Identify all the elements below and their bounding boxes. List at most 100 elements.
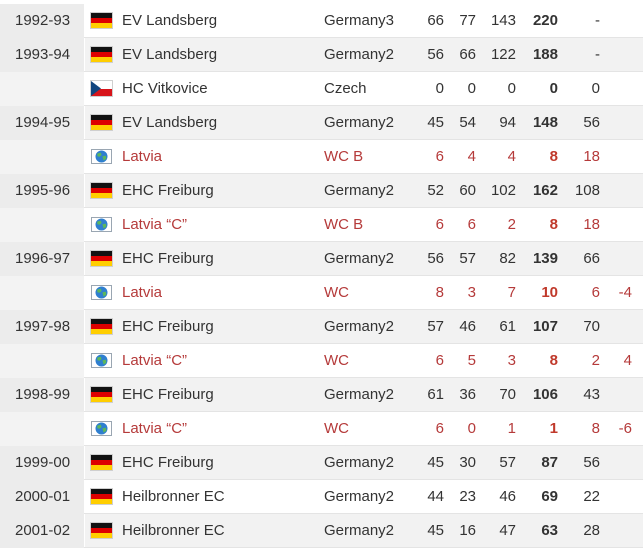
season-cell: 1992-93 [0, 4, 85, 38]
season-cell: 1993-94 [0, 38, 85, 72]
team-link[interactable]: EHC Freiburg [122, 386, 214, 403]
goals: 0 [467, 80, 476, 97]
season-cell: 1996-97 [0, 242, 85, 276]
germany-flag-icon [90, 454, 113, 471]
plus-minus: -4 [618, 284, 632, 301]
penalty-minutes: 18 [583, 216, 600, 233]
league-link[interactable]: WC [324, 420, 349, 437]
total-points: 0 [549, 80, 558, 97]
games-played: 6 [435, 352, 444, 369]
season-label[interactable]: 1998-99 [15, 386, 71, 403]
goals: 46 [459, 318, 476, 335]
season-label[interactable]: 1993-94 [15, 46, 71, 63]
germany-flag-icon [90, 522, 113, 539]
games-played: 6 [435, 420, 444, 437]
penalty-minutes: - [595, 46, 600, 63]
row-divider [84, 241, 643, 242]
team-link[interactable]: Latvia [122, 284, 163, 301]
season-label[interactable]: 1999-00 [15, 454, 71, 471]
table-row: 1998-99 EHC Freiburg Germany2 61 36 70 106 43 [0, 378, 643, 412]
assists: 70 [499, 386, 516, 403]
goals: 23 [459, 488, 476, 505]
season-cell: 1995-96 [0, 174, 85, 208]
table-row: 1994-95 EV Landsberg Germany2 45 54 94 148 56 [0, 106, 643, 140]
table-row: Latvia “C” WC 6 5 3 8 2 4 [0, 344, 643, 378]
plus-minus: 4 [623, 352, 632, 369]
team-link[interactable]: Heilbronner EC [122, 488, 225, 505]
league-link[interactable]: WC B [324, 216, 364, 233]
team-link[interactable]: Latvia [122, 148, 163, 165]
goals: 3 [467, 284, 476, 301]
team-link[interactable]: Heilbronner EC [122, 522, 225, 539]
globe-icon [91, 285, 112, 300]
league-link[interactable]: Germany2 [324, 250, 395, 267]
row-divider [84, 139, 643, 140]
league-link[interactable]: Germany3 [324, 12, 395, 29]
total-points: 10 [541, 284, 558, 301]
team-link[interactable]: EHC Freiburg [122, 318, 214, 335]
league-link[interactable]: WC B [324, 148, 364, 165]
row-divider [84, 105, 643, 106]
league-link[interactable]: Germany2 [324, 46, 395, 63]
league-link[interactable]: Germany2 [324, 114, 395, 131]
team-link[interactable]: EV Landsberg [122, 114, 218, 131]
team-link[interactable]: EV Landsberg [122, 46, 218, 63]
league-link[interactable]: Germany2 [324, 182, 395, 199]
assists: 46 [499, 488, 516, 505]
season-label[interactable]: 2001-02 [15, 522, 71, 539]
games-played: 0 [435, 80, 444, 97]
league-link[interactable]: WC [324, 284, 349, 301]
goals: 77 [459, 12, 476, 29]
season-label[interactable]: 1995-96 [15, 182, 71, 199]
league-link[interactable]: Germany2 [324, 454, 395, 471]
team-link[interactable]: EHC Freiburg [122, 250, 214, 267]
season-label[interactable]: 1997-98 [15, 318, 71, 335]
league-link[interactable]: Germany2 [324, 318, 395, 335]
total-points: 148 [532, 114, 558, 131]
league-link[interactable]: Germany2 [324, 488, 395, 505]
games-played: 66 [427, 12, 444, 29]
row-divider [84, 377, 643, 378]
goals: 54 [459, 114, 476, 131]
goals: 66 [459, 46, 476, 63]
team-link[interactable]: Latvia “C” [122, 352, 188, 369]
table-row: Latvia “C” WC 6 0 1 1 8 -6 [0, 412, 643, 446]
assists: 143 [490, 12, 516, 29]
row-divider [84, 547, 643, 548]
assists: 7 [507, 284, 516, 301]
goals: 60 [459, 182, 476, 199]
total-points: 188 [532, 46, 558, 63]
goals: 30 [459, 454, 476, 471]
row-divider [84, 275, 643, 276]
team-link[interactable]: Latvia “C” [122, 216, 188, 233]
season-cell [0, 208, 85, 242]
season-label[interactable]: 2000-01 [15, 488, 71, 505]
penalty-minutes: 66 [583, 250, 600, 267]
table-row: Latvia “C” WC B 6 6 2 8 18 [0, 208, 643, 242]
penalty-minutes: 28 [583, 522, 600, 539]
league-link[interactable]: Germany2 [324, 386, 395, 403]
season-cell [0, 276, 85, 310]
row-divider [84, 207, 643, 208]
league-link[interactable]: Germany2 [324, 522, 395, 539]
season-cell [0, 72, 85, 106]
league-link[interactable]: Czech [324, 80, 367, 97]
season-label[interactable]: 1996-97 [15, 250, 71, 267]
season-label[interactable]: 1992-93 [15, 12, 71, 29]
team-link[interactable]: Latvia “C” [122, 420, 188, 437]
team-link[interactable]: HC Vitkovice [122, 80, 208, 97]
league-link[interactable]: WC [324, 352, 349, 369]
penalty-minutes: 70 [583, 318, 600, 335]
team-link[interactable]: EHC Freiburg [122, 182, 214, 199]
table-row: 2000-01 Heilbronner EC Germany2 44 23 46 69 22 [0, 480, 643, 514]
season-cell [0, 412, 85, 446]
assists: 0 [507, 80, 516, 97]
team-link[interactable]: EV Landsberg [122, 12, 218, 29]
table-row: Latvia WC 8 3 7 10 6 -4 [0, 276, 643, 310]
season-label[interactable]: 1994-95 [15, 114, 71, 131]
czech-flag-icon [90, 80, 113, 97]
total-points: 107 [532, 318, 558, 335]
goals: 0 [467, 420, 476, 437]
penalty-minutes: 8 [591, 420, 600, 437]
team-link[interactable]: EHC Freiburg [122, 454, 214, 471]
